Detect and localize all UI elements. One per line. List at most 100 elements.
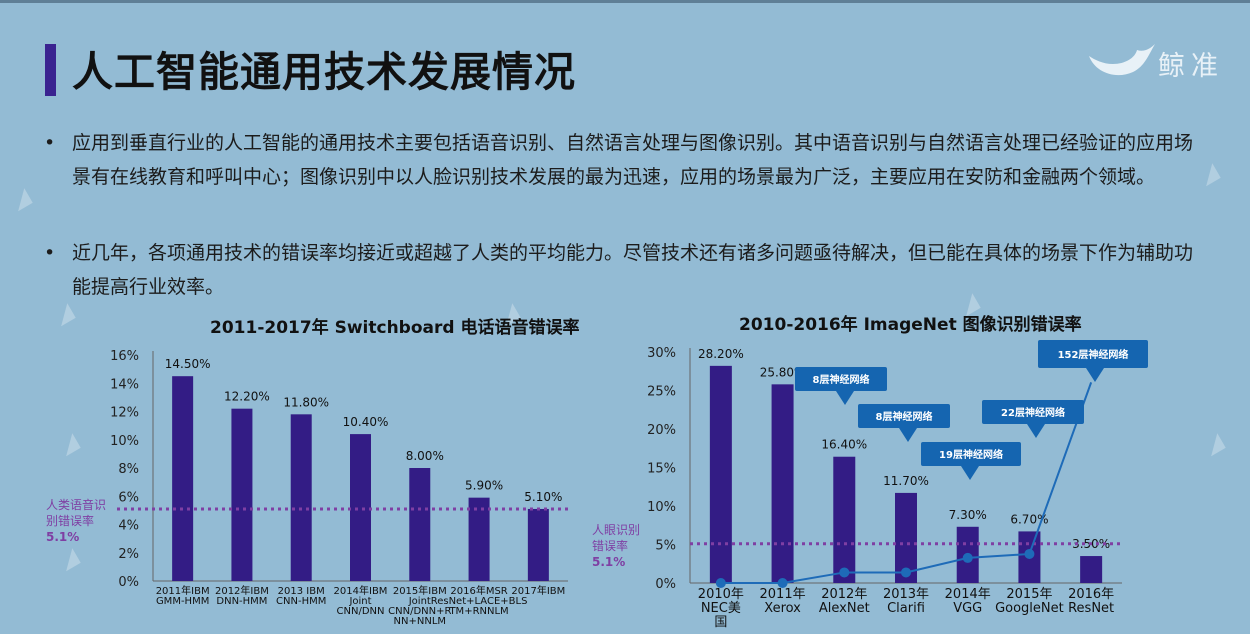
x-tick-label: ResNet — [1068, 601, 1114, 616]
watermark-icon: ◢ — [7, 180, 40, 215]
layers-point — [715, 578, 726, 588]
x-tick-label: NN+NNLM — [394, 616, 447, 627]
x-tick-label: Joint — [408, 596, 431, 607]
y-tick-label: 2% — [118, 547, 139, 562]
callout-label: 152层神经网络 — [1058, 348, 1129, 361]
human-reference-label: 人类语音识 — [46, 497, 106, 512]
x-tick-label: Joint — [348, 596, 371, 607]
chart1-title: 2011-2017年 Switchboard 电话语音错误率 — [210, 318, 580, 338]
x-tick-label: DNN-HMM — [216, 596, 267, 607]
bar — [231, 408, 253, 581]
y-tick-label: 14% — [110, 377, 139, 392]
y-tick-label: 10% — [110, 434, 139, 449]
y-tick-label: 0% — [655, 577, 676, 592]
y-tick-label: 16% — [110, 349, 139, 364]
x-tick-label: Clarifi — [887, 601, 925, 616]
x-tick-label: GoogleNet — [995, 601, 1064, 616]
x-tick-label: ResNet+LACE+BLS — [431, 596, 528, 607]
whale-logo-icon — [1089, 44, 1155, 76]
layers-point — [962, 552, 973, 563]
y-tick-label: 0% — [118, 575, 139, 590]
callout-label: 19层神经网络 — [939, 448, 1003, 461]
x-tick-label: 2010年 — [698, 587, 744, 602]
y-tick-label: 4% — [118, 519, 139, 534]
data-label: 25.80% — [760, 365, 806, 379]
x-tick-label: VGG — [953, 601, 982, 616]
callout-box — [1038, 340, 1148, 368]
x-tick-label: CNN-HMM — [276, 596, 326, 607]
x-tick-label: 2014年 — [945, 587, 991, 602]
data-label: 11.70% — [883, 474, 929, 488]
data-label: 6.70% — [1010, 512, 1048, 526]
top-border — [0, 0, 1250, 3]
human-reference-label: 别错误率 — [46, 513, 94, 528]
bar — [833, 456, 856, 583]
callout-pointer — [836, 391, 854, 405]
data-label: 16.40% — [821, 438, 867, 452]
x-tick-label: 2015年IBM — [393, 584, 447, 597]
bullet-text: 近几年，各项通用技术的错误率均接近或超越了人类的平均能力。尽管技术还有诸多问题亟… — [72, 242, 1194, 298]
bar — [1080, 556, 1103, 583]
data-label: 5.90% — [465, 479, 503, 493]
human-reference-label: 5.1% — [46, 530, 79, 544]
data-label: 28.20% — [698, 347, 744, 361]
x-tick-label: GMM-HMM — [156, 596, 209, 607]
x-tick-label: CNN/DNN — [337, 606, 385, 617]
human-reference-label: 5.1% — [592, 555, 625, 569]
x-tick-label: NEC美 — [701, 601, 741, 616]
layers-point — [777, 578, 788, 588]
x-tick-label: 2011年IBM — [156, 584, 210, 597]
callout-pointer — [961, 466, 979, 480]
y-tick-label: 6% — [118, 490, 139, 505]
callout-pointer — [1086, 368, 1104, 382]
callout-label: 8层神经网络 — [876, 410, 933, 423]
y-tick-label: 15% — [647, 462, 676, 477]
bullet-symbol: • — [44, 132, 56, 154]
x-tick-label: 2017年IBM — [511, 584, 565, 597]
bullet-symbol: • — [44, 242, 56, 264]
brand-name: 鲸准 — [1158, 51, 1224, 82]
x-tick-label: CNN/DNN+R — [388, 606, 451, 617]
callout-label: 8层神经网络 — [813, 373, 870, 386]
human-reference-label: 错误率 — [592, 538, 628, 553]
page-title: 人工智能通用技术发展情况 — [72, 48, 576, 96]
x-tick-label: 国 — [714, 615, 727, 630]
bar — [290, 414, 312, 581]
y-tick-label: 10% — [647, 500, 676, 515]
speech-error-chart: 0% 2% 4% 6% 8% 10% 12% 14% 16% 14.50% 2011年IBMGMM-… — [46, 349, 568, 627]
bar — [895, 492, 917, 583]
bar — [172, 376, 194, 581]
data-label: 10.40% — [343, 415, 389, 429]
bar — [468, 497, 490, 581]
y-tick-label: 8% — [118, 462, 139, 477]
x-tick-label: 2013年 — [883, 587, 929, 602]
layers-point — [901, 567, 911, 578]
x-tick-label: 2011年 — [760, 587, 806, 602]
callout-box — [982, 400, 1084, 424]
x-tick-label: Xerox — [764, 601, 801, 616]
y-tick-label: 12% — [110, 406, 139, 421]
bar — [709, 365, 732, 583]
callout-box — [858, 404, 950, 428]
data-label: 8.00% — [406, 449, 444, 463]
x-tick-label: 2016年MSR — [450, 584, 507, 597]
x-tick-label: TM+RNNLM — [448, 606, 508, 617]
callout-label: 22层神经网络 — [1001, 406, 1065, 419]
callout-box — [921, 442, 1021, 466]
layers-point — [1024, 548, 1035, 559]
x-tick-label: 2015年 — [1006, 587, 1052, 602]
bar — [527, 508, 549, 581]
callout-box — [795, 367, 887, 391]
data-label: 11.80% — [283, 395, 329, 409]
y-tick-label: 25% — [647, 385, 676, 400]
data-label: 5.10% — [524, 490, 562, 504]
data-label: 7.30% — [949, 508, 987, 522]
x-tick-label: 2016年 — [1068, 587, 1114, 602]
callout-pointer — [899, 428, 917, 442]
y-tick-label: 30% — [647, 346, 676, 361]
bullet-text: 应用到垂直行业的人工智能的通用技术主要包括语音识别、自然语言处理与图像识别。其中… — [72, 132, 1194, 188]
layers-point — [839, 567, 850, 578]
x-tick-label: 2012年 — [821, 587, 867, 602]
x-tick-label: AlexNet — [819, 601, 870, 616]
